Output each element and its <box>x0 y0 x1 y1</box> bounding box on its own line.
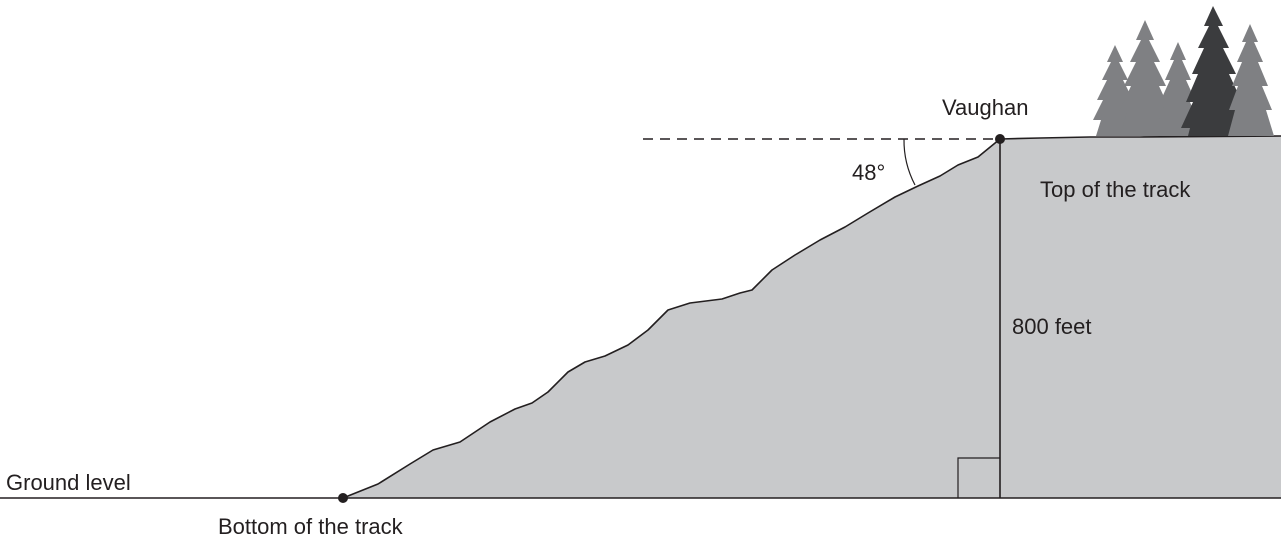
point-top <box>995 134 1005 144</box>
point-top-label: Vaughan <box>942 95 1028 120</box>
right-angle-marker <box>957 457 1000 498</box>
hill-outline <box>342 135 1281 499</box>
bottom-of-track-label: Bottom of the track <box>218 514 404 539</box>
point-bottom <box>338 493 348 503</box>
hill-shape <box>343 136 1281 498</box>
height-label: 800 feet <box>1012 314 1092 339</box>
top-of-track-label: Top of the track <box>1040 177 1191 202</box>
pine-trees-icon <box>1093 6 1274 136</box>
ground-level-label: Ground level <box>6 470 131 495</box>
angle-label: 48° <box>852 160 885 185</box>
angle-arc <box>903 138 916 186</box>
